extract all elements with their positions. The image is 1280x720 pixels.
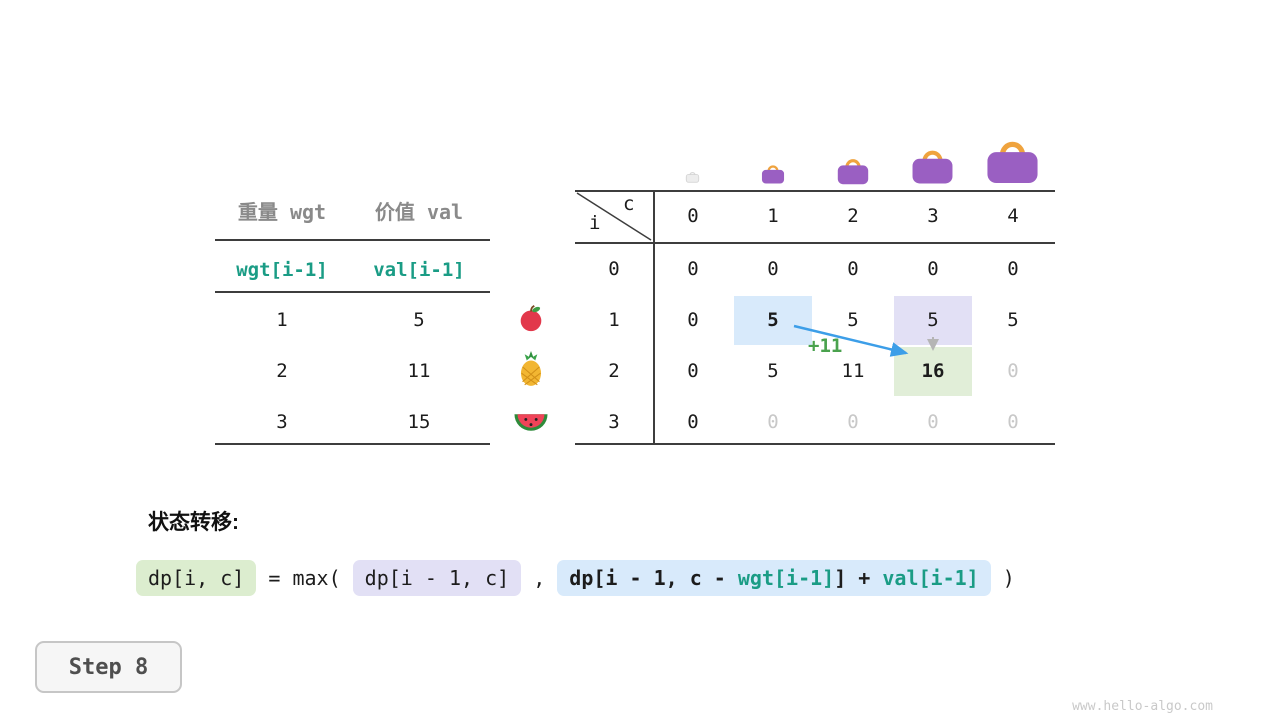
dp-row-header-0: 0 — [608, 258, 620, 280]
watermelon-icon — [514, 414, 548, 431]
dp-col-header-2: 2 — [847, 205, 859, 227]
bag-icon-capacity-1 — [761, 165, 785, 184]
formula-take-option-box: dp[i - 1, c - wgt[i-1]] + val[i-1] — [557, 560, 991, 596]
item-table-header-weight: 重量 wgt — [237, 200, 327, 224]
dp-cell-2-3: 16 — [894, 347, 972, 396]
take-option-part3: ] + — [834, 566, 883, 590]
dp-row-header-3: 3 — [608, 411, 620, 433]
dp-col-header-0: 0 — [687, 205, 699, 227]
formula-lhs-box: dp[i, c] — [136, 560, 257, 596]
dp-cell-2-1: 5 — [767, 360, 779, 382]
pineapple-icon — [520, 351, 542, 386]
dp-col-header-3: 3 — [927, 205, 939, 227]
dp-cell-3-1: 0 — [767, 411, 779, 433]
dp-corner-diagonal — [576, 192, 652, 241]
dp-corner-col-var: c — [623, 193, 635, 215]
dp-cell-0-2: 0 — [847, 258, 859, 280]
take-option-val: val[i-1] — [882, 566, 979, 590]
dp-col-header-1: 1 — [767, 205, 779, 227]
dp-header-divider — [575, 242, 1055, 244]
dp-cell-0-0: 0 — [687, 258, 699, 280]
take-option-wgt: wgt[i-1] — [737, 566, 835, 590]
formula-close-paren: ) — [990, 566, 1015, 590]
dp-row-header-2: 2 — [608, 360, 620, 382]
item-weight-1: 1 — [276, 309, 288, 331]
dp-col-header-4: 4 — [1007, 205, 1019, 227]
formula-equals-max: = max( — [256, 566, 353, 590]
dp-cell-3-0: 0 — [687, 411, 699, 433]
dp-cell-3-2: 0 — [847, 411, 859, 433]
bag-icon-capacity-0 — [685, 171, 700, 183]
bag-icon-capacity-3 — [912, 150, 953, 184]
item-value-1: 5 — [413, 309, 425, 331]
dp-cell-0-3: 0 — [927, 258, 939, 280]
dp-cell-3-4: 0 — [1007, 411, 1019, 433]
dp-cell-1-4: 5 — [1007, 309, 1019, 331]
item-table-wgt-formula: wgt[i-1] — [236, 259, 328, 281]
dp-cell-1-2: 5 — [847, 309, 859, 331]
item-table-divider-top — [215, 239, 490, 241]
item-table-divider-bottom — [215, 443, 490, 445]
dp-cell-3-3: 0 — [927, 411, 939, 433]
dp-cell-0-4: 0 — [1007, 258, 1019, 280]
dp-corner-row-var: i — [589, 212, 601, 234]
item-weight-3: 3 — [276, 411, 288, 433]
formula-comma: , — [521, 566, 558, 590]
item-table-header-value: 价值 val — [374, 200, 464, 224]
dp-cell-1-0: 0 — [687, 309, 699, 331]
step-label: Step 8 — [68, 654, 149, 680]
transition-formula: dp[i, c] = max( dp[i - 1, c] , dp[i - 1,… — [136, 560, 1015, 596]
dp-cell-1-3: 5 — [894, 296, 972, 345]
formula-skip-option-box: dp[i - 1, c] — [352, 560, 522, 596]
plus-value-label: +11 — [808, 335, 843, 357]
item-value-3: 15 — [407, 411, 431, 433]
dp-cell-0-1: 0 — [767, 258, 779, 280]
dp-border-top — [575, 190, 1055, 192]
dp-table: i c 0 1 2 3 4 0 1 2 3 0 0 0 0 0 0 5 5 5 … — [575, 190, 1055, 445]
item-table-divider-mid — [215, 291, 490, 293]
step-badge: Step 8 — [35, 641, 182, 693]
watermark: www.hello-algo.com — [1072, 699, 1213, 714]
transition-title: 状态转移: — [148, 511, 239, 534]
dp-row-header-1: 1 — [608, 309, 620, 331]
dp-cell-2-4: 0 — [1007, 360, 1019, 382]
take-option-part1: dp[i - 1, c - — [569, 566, 738, 590]
dp-border-bottom — [575, 443, 1055, 445]
bag-icon-capacity-4 — [987, 141, 1038, 184]
bag-icon-capacity-2 — [837, 159, 869, 185]
item-value-2: 11 — [407, 360, 431, 382]
dp-cell-2-2: 11 — [841, 360, 865, 382]
dp-row-header-divider — [653, 190, 655, 445]
dp-cell-2-0: 0 — [687, 360, 699, 382]
apple-icon — [520, 305, 542, 332]
item-weight-2: 2 — [276, 360, 288, 382]
dp-cell-1-1: 5 — [734, 296, 812, 345]
item-table-val-formula: val[i-1] — [373, 259, 465, 281]
